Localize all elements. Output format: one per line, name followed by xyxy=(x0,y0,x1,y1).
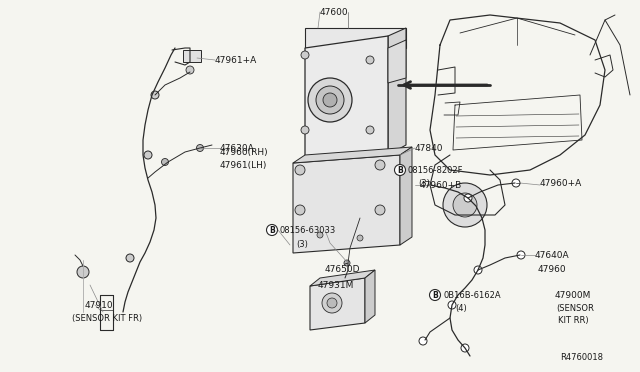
Circle shape xyxy=(126,254,134,262)
Circle shape xyxy=(295,205,305,215)
Text: B: B xyxy=(397,166,403,174)
Circle shape xyxy=(308,78,352,122)
Text: B: B xyxy=(269,225,275,234)
Circle shape xyxy=(461,344,469,352)
Polygon shape xyxy=(400,147,412,245)
Circle shape xyxy=(344,260,350,266)
Circle shape xyxy=(322,293,342,313)
Circle shape xyxy=(301,51,309,59)
Circle shape xyxy=(443,183,487,227)
Circle shape xyxy=(419,337,427,345)
Text: KIT RR): KIT RR) xyxy=(558,315,589,324)
Text: 47961+A: 47961+A xyxy=(215,55,257,64)
Polygon shape xyxy=(365,270,375,323)
Circle shape xyxy=(323,93,337,107)
Circle shape xyxy=(375,205,385,215)
Circle shape xyxy=(144,151,152,159)
Circle shape xyxy=(266,224,278,235)
Text: R4760018: R4760018 xyxy=(560,353,603,362)
Polygon shape xyxy=(293,147,412,163)
Circle shape xyxy=(375,160,385,170)
Text: 47960+B: 47960+B xyxy=(420,180,462,189)
Text: (3): (3) xyxy=(296,240,308,248)
Circle shape xyxy=(429,289,440,301)
Text: 47650D: 47650D xyxy=(325,266,360,275)
Circle shape xyxy=(151,91,159,99)
Circle shape xyxy=(186,66,194,74)
Text: (SENSOR: (SENSOR xyxy=(556,304,594,312)
Text: (SENSOR KIT FR): (SENSOR KIT FR) xyxy=(72,314,142,323)
Text: 08156-8202F: 08156-8202F xyxy=(408,166,463,174)
Circle shape xyxy=(464,194,472,202)
Text: 47931M: 47931M xyxy=(318,280,355,289)
Text: 47961(LH): 47961(LH) xyxy=(220,160,268,170)
Polygon shape xyxy=(305,36,388,167)
Circle shape xyxy=(327,298,337,308)
Text: 47840: 47840 xyxy=(415,144,444,153)
Polygon shape xyxy=(305,28,406,48)
Circle shape xyxy=(301,126,309,134)
Polygon shape xyxy=(388,40,406,83)
Circle shape xyxy=(295,165,305,175)
Circle shape xyxy=(196,144,204,151)
Text: (4): (4) xyxy=(455,304,467,312)
Circle shape xyxy=(317,232,323,238)
Text: 47960(RH): 47960(RH) xyxy=(220,148,269,157)
Text: 47600: 47600 xyxy=(320,7,349,16)
Circle shape xyxy=(517,251,525,259)
Text: 47960+A: 47960+A xyxy=(540,179,582,187)
Text: 47960: 47960 xyxy=(538,266,566,275)
Polygon shape xyxy=(310,278,365,330)
FancyBboxPatch shape xyxy=(183,50,201,62)
Text: 0B16B-6162A: 0B16B-6162A xyxy=(443,291,500,299)
Text: 47640A: 47640A xyxy=(535,250,570,260)
Circle shape xyxy=(316,86,344,114)
Polygon shape xyxy=(310,270,375,286)
Text: 47910: 47910 xyxy=(85,301,114,310)
Text: 47630A: 47630A xyxy=(220,144,255,153)
Circle shape xyxy=(77,266,89,278)
Circle shape xyxy=(161,158,168,166)
Circle shape xyxy=(357,235,363,241)
Text: 08156-63033: 08156-63033 xyxy=(280,225,336,234)
Text: (3): (3) xyxy=(418,179,430,187)
Circle shape xyxy=(394,164,406,176)
Polygon shape xyxy=(388,28,406,155)
Circle shape xyxy=(366,126,374,134)
Circle shape xyxy=(512,179,520,187)
Circle shape xyxy=(448,301,456,309)
Circle shape xyxy=(474,266,482,274)
Text: 47900M: 47900M xyxy=(555,291,591,299)
Circle shape xyxy=(453,193,477,217)
Text: B: B xyxy=(432,291,438,299)
Circle shape xyxy=(366,56,374,64)
Polygon shape xyxy=(293,155,400,253)
